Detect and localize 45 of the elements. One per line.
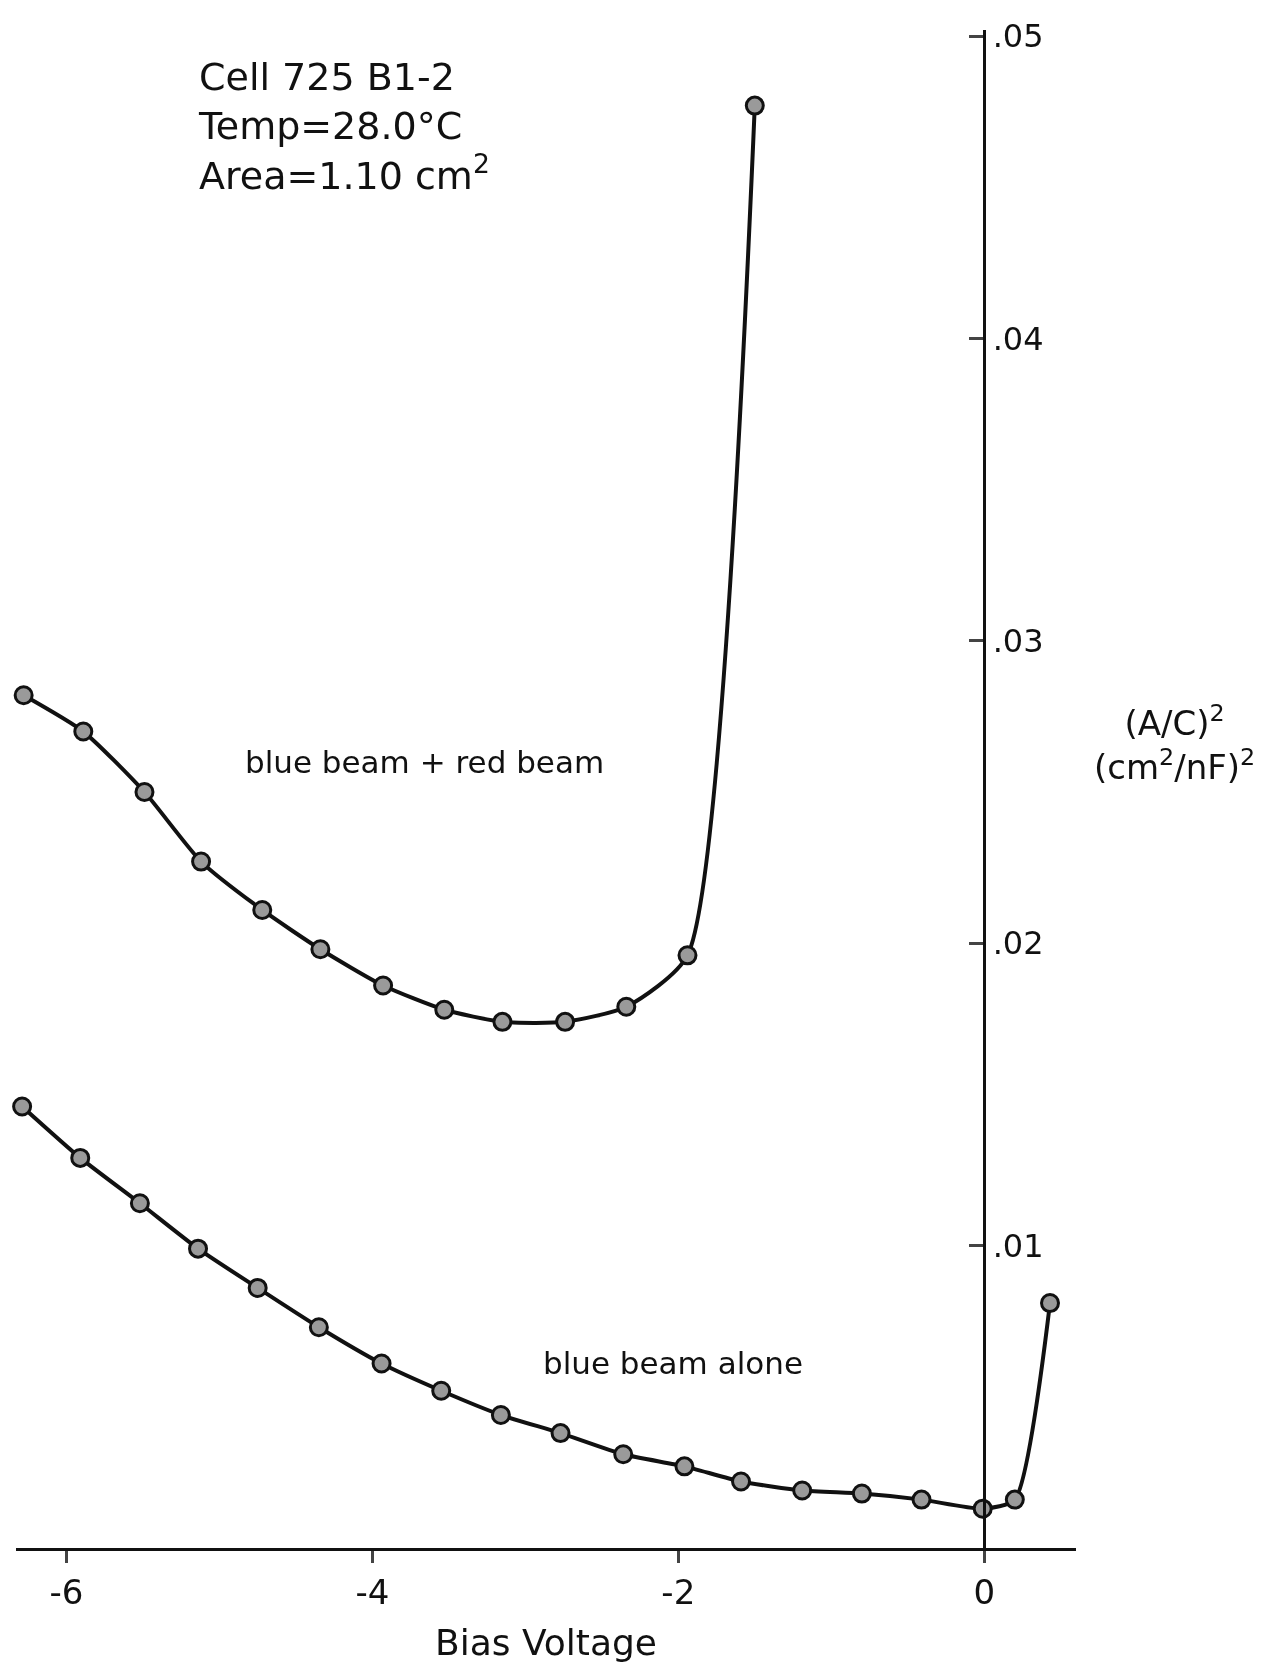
point bbox=[550, 1423, 571, 1444]
series-label: blue beam alone bbox=[543, 1345, 803, 1381]
text: (A/C)$^{2}$ (cm$^{2}$/nF)$^{2}$ bbox=[1094, 699, 1256, 788]
y-tick-label: .04 bbox=[992, 319, 1044, 358]
point bbox=[252, 899, 273, 920]
point bbox=[134, 782, 155, 803]
point bbox=[674, 1456, 695, 1477]
text: blue beam + red beam bbox=[245, 744, 605, 780]
point bbox=[677, 945, 698, 966]
point bbox=[851, 1483, 872, 1504]
point bbox=[792, 1480, 813, 1501]
point bbox=[492, 1011, 513, 1032]
point bbox=[731, 1471, 752, 1492]
point bbox=[373, 975, 394, 996]
x-tick-label: -4 bbox=[355, 1571, 390, 1612]
x-tick-label: 0 bbox=[973, 1571, 996, 1612]
point bbox=[308, 1317, 329, 1338]
x-axis-title: Bias Voltage bbox=[435, 1622, 657, 1664]
point bbox=[247, 1277, 268, 1298]
point bbox=[1004, 1489, 1025, 1510]
y-tick-label: .02 bbox=[992, 924, 1044, 963]
point bbox=[616, 996, 637, 1017]
point bbox=[73, 721, 94, 742]
point bbox=[371, 1353, 392, 1374]
x-tick-label: -2 bbox=[661, 1571, 696, 1612]
point bbox=[911, 1489, 932, 1510]
point bbox=[613, 1444, 634, 1465]
point bbox=[188, 1238, 209, 1259]
point bbox=[70, 1147, 91, 1168]
y-tick-label: .05 bbox=[992, 17, 1044, 56]
point bbox=[13, 685, 34, 706]
point bbox=[129, 1193, 150, 1214]
point bbox=[434, 999, 455, 1020]
point bbox=[744, 95, 765, 116]
point bbox=[431, 1380, 452, 1401]
point bbox=[490, 1404, 511, 1425]
text: Cell 725 B1-2 Temp=28.0°C Area=1.10 cm$^{2}$ bbox=[198, 55, 490, 198]
point bbox=[1040, 1293, 1060, 1314]
point bbox=[12, 1096, 33, 1117]
x-tick-label: -6 bbox=[49, 1571, 84, 1612]
y-tick-label: .03 bbox=[992, 622, 1044, 661]
y-tick-label: .01 bbox=[992, 1226, 1044, 1265]
point bbox=[555, 1011, 576, 1032]
point bbox=[310, 939, 331, 960]
point bbox=[191, 851, 212, 872]
